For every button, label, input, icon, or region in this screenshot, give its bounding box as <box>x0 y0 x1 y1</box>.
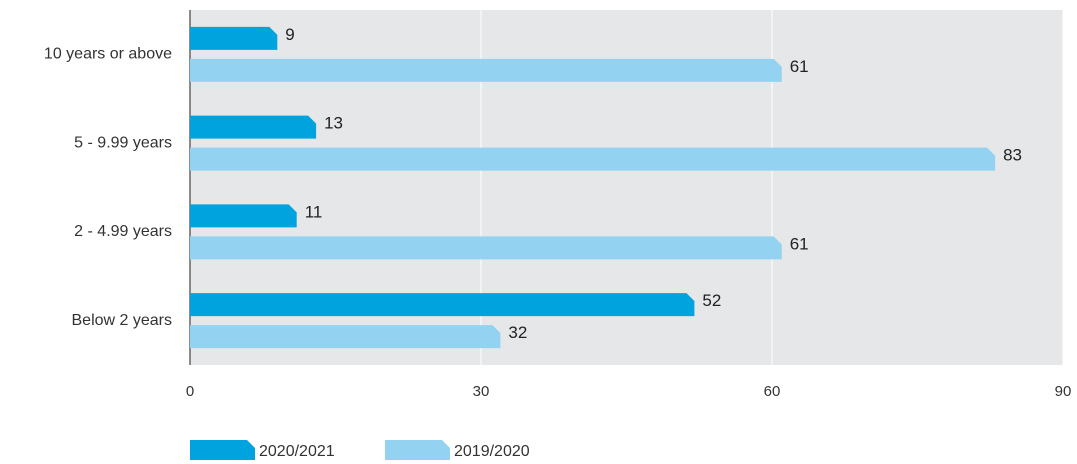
bar <box>190 147 996 171</box>
value-label: 11 <box>305 202 323 221</box>
value-label: 13 <box>324 114 343 133</box>
legend-label: 2019/2020 <box>454 443 530 460</box>
bar <box>190 204 297 228</box>
value-label: 61 <box>790 234 809 253</box>
x-tick-label: 60 <box>764 383 781 400</box>
value-label: 61 <box>790 57 809 76</box>
x-tick-label: 30 <box>473 383 490 400</box>
value-label: 32 <box>508 323 527 342</box>
bar <box>190 236 782 260</box>
value-label: 9 <box>285 25 294 44</box>
y-tick-label: 10 years or above <box>44 46 172 63</box>
legend-swatch <box>190 440 255 460</box>
bar <box>190 325 501 349</box>
legend-swatch <box>385 440 450 460</box>
value-label: 83 <box>1003 146 1022 165</box>
y-tick-label: 5 - 9.99 years <box>74 134 172 151</box>
bar <box>190 115 317 139</box>
x-tick-label: 90 <box>1055 383 1072 400</box>
bar <box>190 26 278 50</box>
y-tick-label: 2 - 4.99 years <box>74 223 172 240</box>
value-label: 52 <box>702 291 721 310</box>
legend-label: 2020/2021 <box>259 443 335 460</box>
y-tick-label: Below 2 years <box>72 312 173 329</box>
x-tick-label: 0 <box>186 383 194 400</box>
bar <box>190 293 695 317</box>
bar <box>190 58 782 82</box>
